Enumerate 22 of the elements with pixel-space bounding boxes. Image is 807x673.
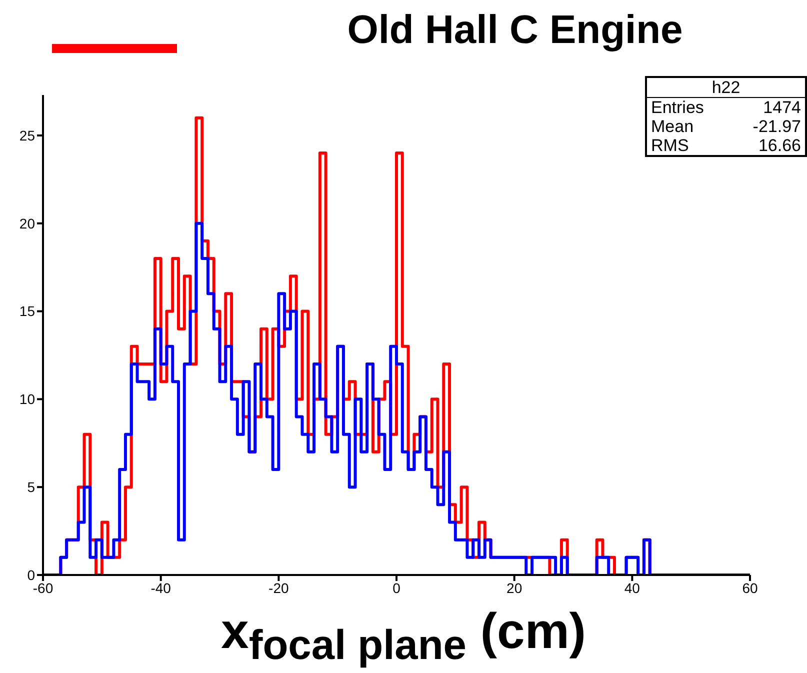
x-axis-title: x$_{focal plane}$ (cm) bbox=[220, 602, 587, 669]
chart-title: Old Hall C Engine bbox=[346, 8, 684, 53]
text: 16.66 bbox=[758, 136, 801, 155]
y-tick-label: 20 bbox=[19, 215, 36, 232]
y-tick-label: 0 bbox=[27, 566, 36, 583]
x-tick-label: -60 bbox=[32, 580, 54, 596]
annotation: Entries bbox=[651, 98, 704, 117]
annotation: RMS bbox=[651, 136, 689, 155]
annotation: Mean bbox=[651, 117, 694, 136]
x-tick-label: -20 bbox=[268, 580, 289, 596]
y-tick-label: 5 bbox=[27, 479, 36, 496]
annotation: h22 bbox=[647, 78, 805, 98]
x-tick-label: 0 bbox=[392, 580, 401, 596]
y-tick-label: 10 bbox=[19, 391, 36, 408]
text: 1474 bbox=[763, 98, 801, 117]
x-tick-label: 40 bbox=[624, 580, 640, 596]
x-tick-label: -40 bbox=[150, 580, 172, 596]
y-tick-label: 15 bbox=[19, 303, 36, 320]
y-tick-label: 25 bbox=[19, 127, 36, 144]
x-tick-label: 60 bbox=[742, 580, 758, 596]
text: -21.97 bbox=[752, 117, 801, 136]
x-tick-label: 20 bbox=[506, 580, 522, 596]
